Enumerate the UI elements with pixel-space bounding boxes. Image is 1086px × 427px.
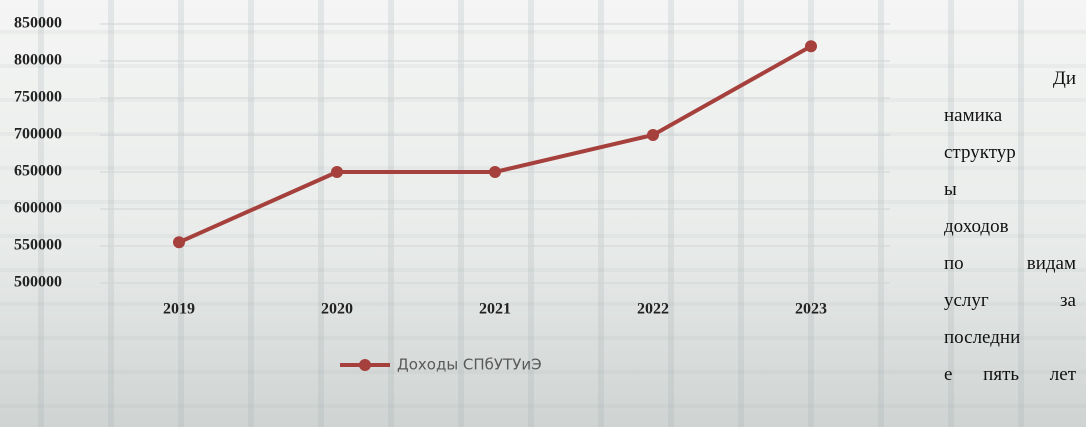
y-tick-label: 800000 bbox=[14, 52, 62, 69]
marker bbox=[173, 236, 185, 249]
marker bbox=[805, 40, 817, 53]
marker bbox=[331, 166, 343, 178]
y-tick-label: 850000 bbox=[14, 15, 62, 32]
marker bbox=[647, 129, 659, 141]
y-tick-label: 550000 bbox=[14, 237, 62, 254]
legend-marker bbox=[359, 359, 371, 371]
y-tick-label: 650000 bbox=[14, 163, 62, 180]
side-text-line: намика bbox=[944, 105, 1003, 126]
side-text: Ди намика структур ы доходов по видам услуг за… bbox=[944, 60, 1076, 393]
x-tick-label: 2023 bbox=[795, 301, 827, 318]
legend-label: Доходы СПбУТУиЭ bbox=[397, 356, 542, 374]
x-tick-label: 2020 bbox=[321, 301, 353, 318]
chart: 500000 550000 600000 650000 700000 750000 8000… bbox=[14, 15, 890, 374]
y-tick-label: 700000 bbox=[14, 126, 62, 143]
y-tick-label: 500000 bbox=[14, 274, 62, 291]
side-text-line: услуг за bbox=[944, 290, 1076, 311]
side-text-line: е пять лет bbox=[944, 364, 1076, 385]
y-tick-label: 750000 bbox=[14, 89, 62, 106]
line bbox=[178, 44, 812, 245]
x-tick-label: 2022 bbox=[637, 301, 669, 318]
marker bbox=[489, 166, 501, 178]
side-text-line: Ди bbox=[1052, 68, 1076, 89]
y-tick-label: 600000 bbox=[14, 200, 62, 217]
side-text-line: по видам bbox=[944, 253, 1076, 274]
side-text-line: доходов bbox=[944, 216, 1009, 237]
side-text-line: структур bbox=[944, 142, 1016, 163]
side-text-line: последни bbox=[944, 327, 1021, 348]
x-tick-label: 2019 bbox=[163, 301, 195, 318]
side-text-line: ы bbox=[944, 179, 957, 200]
x-tick-label: 2021 bbox=[479, 301, 511, 318]
